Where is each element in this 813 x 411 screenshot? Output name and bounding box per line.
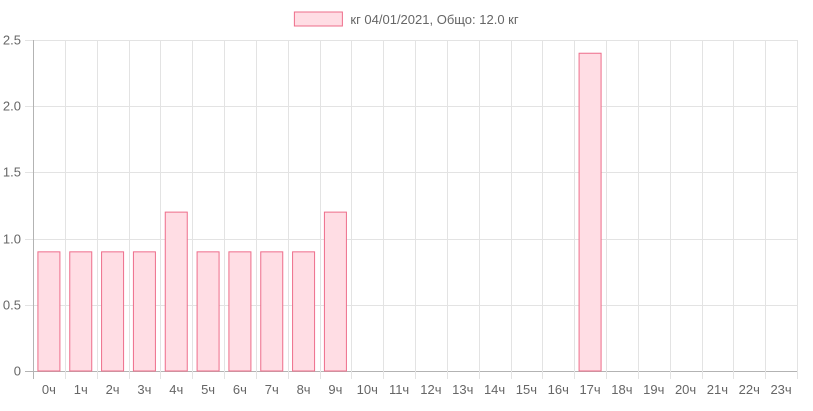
- x-tick-label: 19ч: [643, 382, 664, 397]
- bar-9ч[interactable]: [323, 211, 347, 372]
- x-tick-label: 13ч: [452, 382, 473, 397]
- y-tick-label: 1.5: [3, 165, 21, 180]
- x-tick-label: 5ч: [201, 382, 215, 397]
- x-tick-label: 17ч: [579, 382, 600, 397]
- x-tick-label: 7ч: [265, 382, 279, 397]
- x-tick-label: 23ч: [770, 382, 791, 397]
- bars-layer: [37, 52, 602, 372]
- x-tick-label: 1ч: [74, 382, 88, 397]
- x-tick-label: 3ч: [137, 382, 151, 397]
- bar-4ч[interactable]: [164, 211, 188, 372]
- bar-6ч[interactable]: [228, 251, 252, 372]
- x-tick-label: 9ч: [328, 382, 342, 397]
- bar-8ч[interactable]: [292, 251, 316, 372]
- y-tick-label: 2.5: [3, 33, 21, 48]
- bar-7ч[interactable]: [260, 251, 284, 372]
- x-tick-label: 4ч: [169, 382, 183, 397]
- grid-layer: [25, 40, 798, 379]
- x-tick-label: 8ч: [297, 382, 311, 397]
- x-tick-label: 0ч: [42, 382, 56, 397]
- y-tick-label: 1.0: [3, 232, 21, 247]
- y-tick-label: 0.5: [3, 298, 21, 313]
- bar-1ч[interactable]: [69, 251, 93, 372]
- x-tick-label: 16ч: [548, 382, 569, 397]
- legend-swatch[interactable]: [293, 11, 343, 27]
- x-tick-label: 15ч: [516, 382, 537, 397]
- x-tick-label: 22ч: [739, 382, 760, 397]
- bar-0ч[interactable]: [37, 251, 61, 372]
- x-tick-label: 10ч: [357, 382, 378, 397]
- legend-label[interactable]: кг 04/01/2021, Общо: 12.0 кг: [350, 12, 518, 27]
- x-tick-label: 21ч: [707, 382, 728, 397]
- x-tick-label: 18ч: [611, 382, 632, 397]
- bar-2ч[interactable]: [101, 251, 125, 372]
- x-tick-label: 20ч: [675, 382, 696, 397]
- labels-layer: 0 0.5 1.0 1.5 2.0 2.5 0ч 1ч 2ч 3ч 4ч 5ч 6ч 7ч 8ч 9ч 10ч 1…: [3, 33, 792, 398]
- y-tick-label: 2.0: [3, 99, 21, 114]
- x-tick-label: 14ч: [484, 382, 505, 397]
- bar-3ч[interactable]: [132, 251, 156, 372]
- bar-5ч[interactable]: [196, 251, 220, 372]
- x-tick-label: 2ч: [106, 382, 120, 397]
- y-tick-label: 0: [14, 364, 21, 379]
- legend[interactable]: кг 04/01/2021, Общо: 12.0 кг: [293, 11, 519, 27]
- bar-17ч[interactable]: [578, 52, 602, 372]
- x-tick-label: 6ч: [233, 382, 247, 397]
- x-tick-label: 12ч: [420, 382, 441, 397]
- x-tick-label: 11ч: [389, 382, 409, 397]
